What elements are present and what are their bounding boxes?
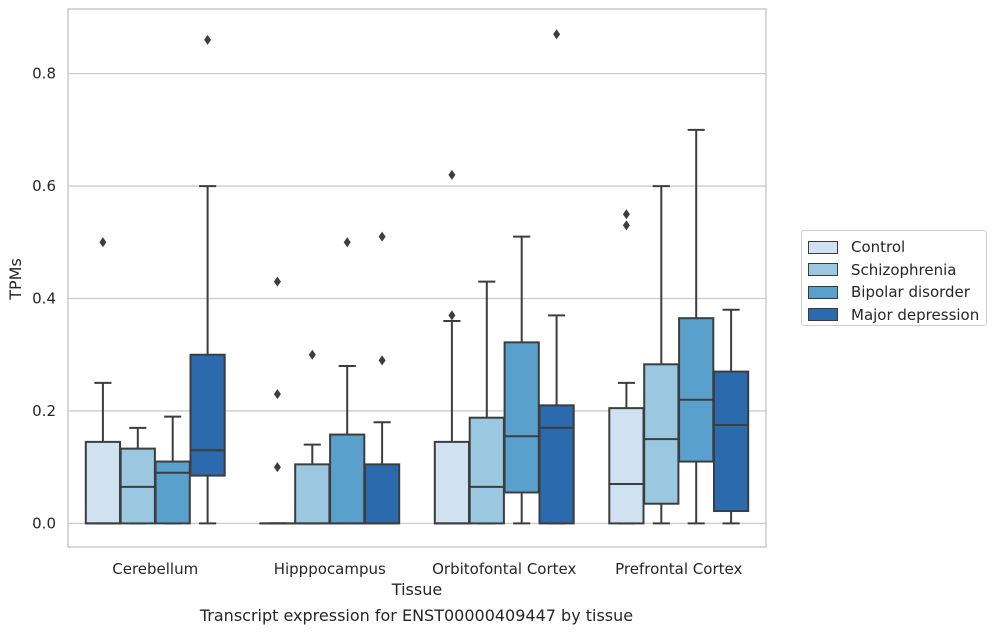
legend-item: Major depression: [808, 304, 986, 327]
legend-item: Schizophrenia: [808, 259, 986, 282]
box-iqr: [608, 407, 645, 525]
outlier-point: [273, 389, 281, 400]
outlier-point: [273, 276, 281, 287]
box-iqr: [154, 460, 191, 525]
outlier-point: [622, 220, 630, 231]
box-bipolar-disorder: [329, 237, 366, 525]
box-iqr: [643, 363, 680, 505]
box-schizophrenia: [294, 349, 331, 525]
y-axis-label: TPMs: [6, 258, 25, 301]
x-tick-label: Orbitofontal Cortex: [432, 560, 576, 578]
y-axis-tick-labels: 0.0 0.2 0.4 0.6 0.8: [32, 65, 56, 533]
legend-item: Control: [808, 236, 986, 259]
legend-label: Control: [851, 238, 906, 257]
legend-label: Schizophrenia: [851, 260, 957, 279]
outlier-point: [204, 34, 212, 45]
outlier-point: [99, 237, 107, 248]
legend-swatch: [808, 308, 838, 322]
outlier-point: [622, 209, 630, 220]
outlier-point: [273, 462, 281, 473]
box-iqr: [538, 404, 575, 525]
legend-label: Major depression: [851, 305, 980, 324]
box-schizophrenia: [643, 185, 680, 525]
outlier-point: [448, 310, 456, 321]
outlier-point: [343, 237, 351, 248]
box-iqr: [712, 370, 750, 513]
legend-label: Bipolar disorder: [851, 283, 970, 302]
legend-item: Bipolar disorder: [808, 281, 986, 304]
box-bipolar-disorder: [678, 128, 715, 525]
box-iqr: [503, 341, 540, 494]
box-iqr: [363, 463, 401, 525]
box-control: [608, 209, 645, 525]
outlier-point: [378, 231, 386, 242]
box-iqr: [189, 353, 226, 477]
legend-swatch: [808, 285, 838, 299]
figure-caption: Transcript expression for ENST0000040944…: [199, 606, 634, 625]
box-series-layer: [84, 29, 750, 525]
box-major-depression: [712, 308, 750, 525]
box-bipolar-disorder: [154, 415, 191, 525]
box-control: [433, 169, 471, 525]
y-tick-label: 0.8: [32, 65, 56, 83]
x-tick-label: Cerebellum: [112, 560, 198, 578]
box-iqr: [678, 317, 715, 463]
y-tick-label: 0.4: [32, 290, 56, 308]
legend: Control Schizophrenia Bipolar disorder Majo…: [801, 230, 987, 326]
box-schizophrenia: [468, 280, 505, 525]
box-iqr: [329, 433, 366, 525]
x-tick-label: Prefrontal Cortex: [615, 560, 742, 578]
outlier-point: [308, 349, 316, 360]
outlier-point: [553, 29, 561, 40]
box-iqr: [84, 440, 122, 525]
outlier-point: [378, 355, 386, 366]
plot-frame: [67, 8, 767, 548]
box-schizophrenia: [119, 426, 156, 525]
box-major-depression: [538, 29, 575, 525]
box-major-depression: [189, 34, 226, 525]
y-tick-label: 0.2: [32, 402, 56, 420]
box-iqr: [294, 463, 331, 525]
box-control: [84, 237, 122, 525]
box-major-depression: [363, 231, 401, 525]
x-axis-label: Tissue: [391, 580, 442, 599]
legend-swatch: [808, 263, 838, 277]
outlier-point: [448, 169, 456, 180]
box-control: [259, 276, 296, 525]
box-iqr: [468, 416, 505, 525]
legend-swatch: [808, 240, 838, 254]
y-tick-label: 0.6: [32, 177, 56, 195]
y-tick-label: 0.0: [32, 514, 56, 532]
x-axis-tick-labels: Cerebellum Hipppocampus Orbitofontal Corte…: [112, 560, 742, 578]
box-iqr: [433, 440, 471, 525]
x-tick-label: Hipppocampus: [274, 560, 386, 578]
box-bipolar-disorder: [503, 235, 540, 525]
